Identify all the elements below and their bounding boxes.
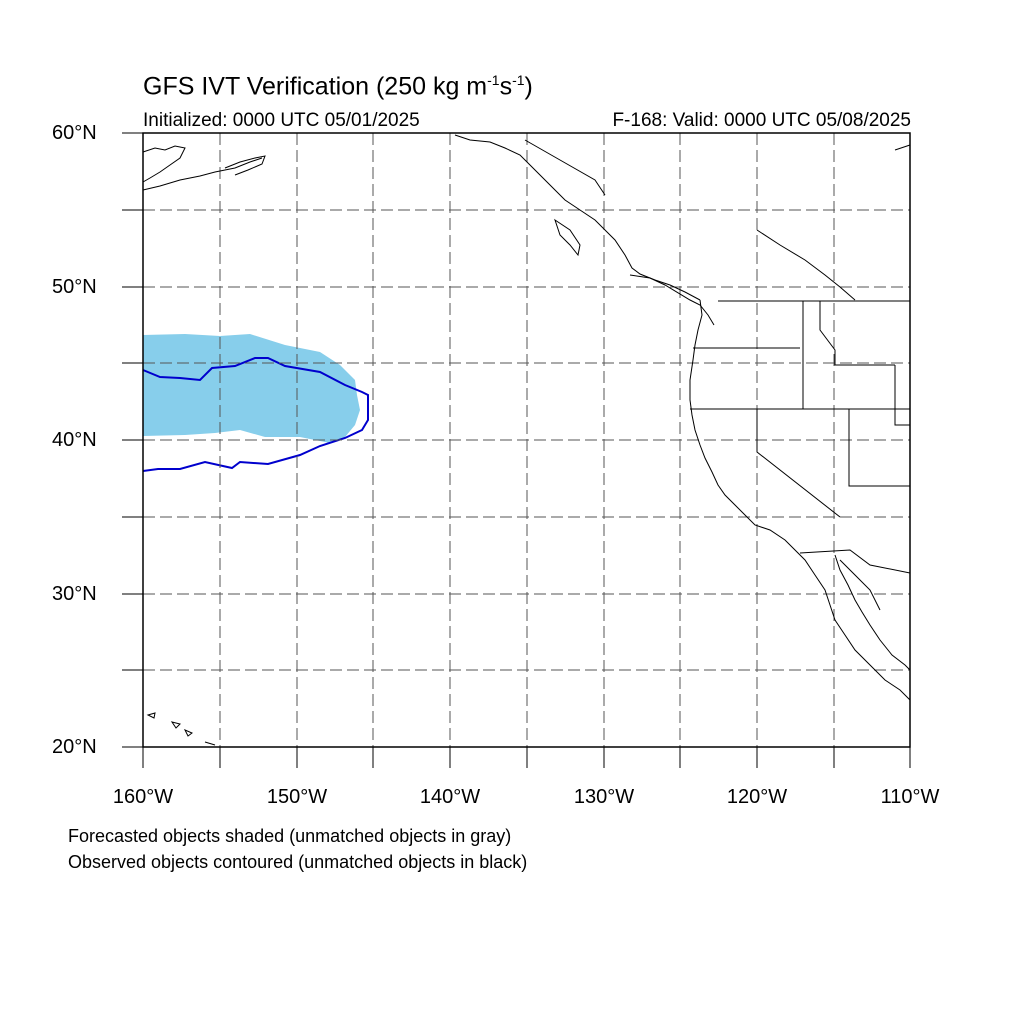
lon-label-160w: 160°W (112, 786, 174, 808)
valid-time: F-168: Valid: 0000 UTC 05/08/2025 (612, 110, 911, 131)
lat-label-40n: 40°N (52, 429, 97, 451)
forecast-object (143, 334, 360, 443)
lon-label-120w: 120°W (726, 786, 788, 808)
lat-label-20n: 20°N (52, 736, 97, 758)
initialized-time: Initialized: 0000 UTC 05/01/2025 (143, 110, 420, 131)
observed-legend-note: Observed objects contoured (unmatched ob… (68, 852, 528, 872)
lon-label-150w: 150°W (266, 786, 328, 808)
observed-object-contour (142, 357, 369, 472)
lat-label-60n: 60°N (52, 122, 97, 144)
lon-label-130w: 130°W (573, 786, 635, 808)
map-gridlines (143, 133, 910, 747)
lat-label-50n: 50°N (52, 276, 97, 298)
axis-ticks (122, 132, 911, 768)
lat-label-30n: 30°N (52, 583, 97, 605)
lon-label-140w: 140°W (419, 786, 481, 808)
map-title: GFS IVT Verification (250 kg m-1s-1) (143, 72, 533, 101)
lon-label-110w: 110°W (880, 786, 940, 808)
forecast-legend-note: Forecasted objects shaded (unmatched obj… (68, 826, 512, 846)
coastlines (142, 134, 911, 746)
